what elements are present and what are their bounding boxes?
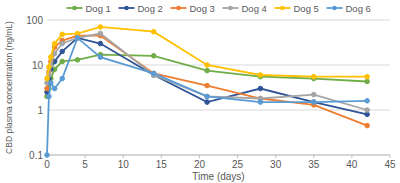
y-tick-label: 1 bbox=[37, 105, 43, 116]
x-tick bbox=[237, 155, 238, 158]
legend: Dog 1 Dog 2 Dog 3 Dog 4 Dog 5 Dog 6 bbox=[67, 3, 371, 14]
grid-line bbox=[47, 65, 390, 66]
series-marker bbox=[151, 54, 156, 59]
series-marker bbox=[311, 74, 316, 79]
series-marker bbox=[45, 76, 50, 81]
series-marker bbox=[75, 58, 80, 63]
legend-marker bbox=[72, 6, 77, 11]
series-marker bbox=[205, 63, 210, 68]
x-tick bbox=[161, 155, 162, 158]
x-tick bbox=[313, 155, 314, 158]
series-marker bbox=[365, 74, 370, 79]
series-marker bbox=[49, 81, 54, 86]
series-marker bbox=[205, 94, 210, 99]
grid-line bbox=[47, 20, 390, 21]
legend-marker bbox=[228, 6, 233, 11]
series-marker bbox=[45, 153, 50, 158]
x-tick bbox=[390, 155, 391, 158]
x-tick-label: 25 bbox=[232, 159, 244, 170]
x-tick-label: 0 bbox=[44, 159, 50, 170]
x-tick-label: 35 bbox=[308, 159, 320, 170]
series-marker bbox=[311, 92, 316, 97]
legend-label: Dog 2 bbox=[138, 3, 163, 14]
series-marker bbox=[75, 36, 80, 41]
legend-marker bbox=[176, 6, 181, 11]
series-marker bbox=[52, 41, 57, 46]
series-marker bbox=[365, 79, 370, 84]
series-marker bbox=[75, 36, 80, 41]
series-marker bbox=[60, 32, 65, 37]
x-tick bbox=[85, 155, 86, 158]
series-marker bbox=[98, 55, 103, 60]
series-marker bbox=[49, 55, 54, 60]
series-marker bbox=[60, 76, 65, 81]
legend-label: Dog 3 bbox=[190, 3, 215, 14]
series-marker bbox=[47, 65, 52, 70]
legend-label: Dog 6 bbox=[346, 3, 371, 14]
series-marker bbox=[365, 123, 370, 128]
legend-marker bbox=[124, 6, 129, 11]
series-marker bbox=[47, 94, 52, 99]
legend-label: Dog 4 bbox=[242, 3, 267, 14]
plot-area bbox=[45, 25, 370, 158]
series-marker bbox=[311, 100, 316, 105]
series-marker bbox=[98, 41, 103, 46]
x-tick-label: 30 bbox=[270, 159, 282, 170]
series-marker bbox=[258, 100, 263, 105]
legend-label: Dog 5 bbox=[294, 3, 319, 14]
x-axis-title: Time (days) bbox=[192, 171, 244, 182]
series-line bbox=[47, 34, 367, 110]
x-tick-label: 10 bbox=[118, 159, 130, 170]
series-line bbox=[47, 36, 367, 126]
series-marker bbox=[52, 86, 57, 91]
series-marker bbox=[98, 31, 103, 36]
series-marker bbox=[205, 94, 210, 99]
y-tick-label: 0.1 bbox=[29, 150, 43, 161]
x-tick bbox=[199, 155, 200, 158]
series-marker bbox=[60, 41, 65, 46]
legend-marker bbox=[332, 6, 337, 11]
x-tick-label: 40 bbox=[346, 159, 358, 170]
x-axis bbox=[47, 155, 390, 156]
series-marker bbox=[98, 25, 103, 30]
chart: 0.1 1 10 100 0 5 10 15 20 25 30 35 40 45 Time (days) CB… bbox=[0, 0, 400, 183]
series-line bbox=[47, 38, 367, 155]
x-tick-label: 45 bbox=[384, 159, 396, 170]
y-tick-label: 100 bbox=[26, 15, 43, 26]
legend-marker bbox=[280, 6, 285, 11]
x-tick bbox=[275, 155, 276, 158]
x-tick-label: 15 bbox=[156, 159, 168, 170]
legend-label: Dog 1 bbox=[86, 3, 111, 14]
series-marker bbox=[205, 83, 210, 88]
series-marker bbox=[60, 59, 65, 64]
series-marker bbox=[151, 71, 156, 76]
series-marker bbox=[45, 86, 50, 91]
series-marker bbox=[75, 36, 80, 41]
series-marker bbox=[205, 100, 210, 105]
series-marker bbox=[258, 73, 263, 78]
chart-root: 0.1 1 10 100 0 5 10 15 20 25 30 35 40 45 Time (days) CB… bbox=[0, 0, 400, 183]
x-tick bbox=[123, 155, 124, 158]
series-marker bbox=[258, 86, 263, 91]
series-marker bbox=[205, 68, 210, 73]
x-tick-label: 20 bbox=[194, 159, 206, 170]
x-tick-label: 5 bbox=[82, 159, 88, 170]
series-marker bbox=[365, 108, 370, 113]
series-marker bbox=[311, 100, 316, 105]
y-tick-label: 10 bbox=[32, 60, 44, 71]
series-marker bbox=[151, 71, 156, 76]
series-marker bbox=[365, 99, 370, 104]
grid-line bbox=[47, 110, 390, 111]
series-marker bbox=[60, 49, 65, 54]
y-axis-title: CBD plasma concentration (ng/mL) bbox=[4, 21, 14, 154]
x-tick bbox=[351, 155, 352, 158]
series-line bbox=[47, 55, 367, 97]
series-marker bbox=[151, 29, 156, 34]
grid-line bbox=[47, 155, 390, 156]
